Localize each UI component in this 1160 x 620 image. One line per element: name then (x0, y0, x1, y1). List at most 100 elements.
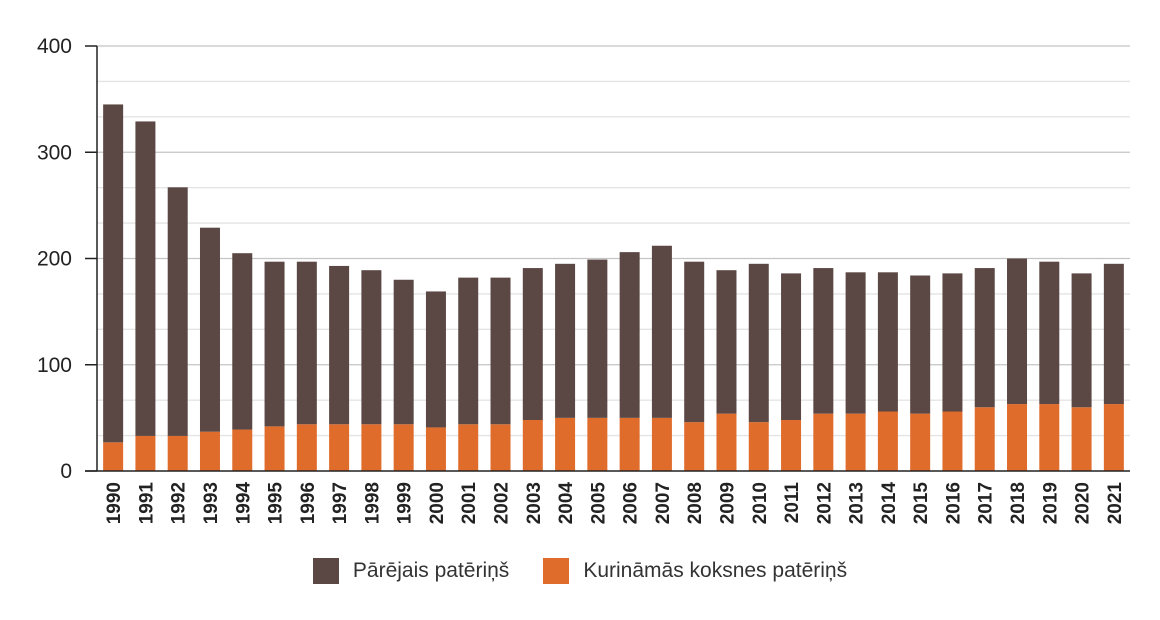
x-tick-label: 1991 (136, 482, 157, 525)
bar-kurinamas-koksnes-2008 (684, 422, 705, 472)
bar-parejais-2006 (619, 252, 640, 418)
bar-parejais-1994 (232, 253, 253, 430)
x-tick-label: 1994 (233, 482, 254, 525)
bar-kurinamas-koksnes-2019 (1039, 404, 1060, 471)
y-axis-ticks: 0 100 200 300 400 (37, 35, 97, 483)
y-tick-label: 400 (37, 35, 72, 58)
x-tick-label: 1996 (298, 482, 319, 524)
bar-parejais-1996 (296, 261, 317, 425)
x-tick-label: 2020 (1073, 482, 1094, 524)
bar-parejais-2013 (845, 272, 866, 414)
y-tick-label: 100 (37, 354, 72, 377)
bar-kurinamas-koksnes-1995 (264, 426, 285, 472)
bar-kurinamas-koksnes-1996 (296, 424, 317, 471)
bar-parejais-2019 (1039, 261, 1060, 405)
bar-parejais-1998 (361, 270, 382, 425)
bar-kurinamas-koksnes-2003 (522, 420, 543, 471)
y-tick-label: 0 (60, 460, 72, 483)
legend-swatch (312, 558, 339, 584)
legend-label: Pārējais patēriņš (352, 559, 510, 582)
x-tick-label: 1990 (104, 482, 125, 524)
bars (103, 104, 1124, 472)
x-tick-label: 2000 (427, 482, 448, 524)
bar-kurinamas-koksnes-2000 (425, 427, 446, 471)
bar-kurinamas-koksnes-2013 (845, 413, 866, 472)
bar-parejais-2003 (522, 268, 543, 420)
x-tick-label: 2013 (847, 482, 868, 524)
x-tick-label: 2017 (976, 482, 997, 524)
bar-parejais-2016 (942, 273, 963, 412)
bar-kurinamas-koksnes-2009 (716, 413, 737, 472)
bar-parejais-2001 (458, 277, 479, 425)
x-tick-label: 2001 (459, 482, 480, 525)
bar-parejais-2015 (910, 275, 931, 414)
bar-parejais-1991 (135, 121, 156, 436)
bar-kurinamas-koksnes-1997 (329, 424, 350, 471)
bar-kurinamas-koksnes-2005 (587, 417, 608, 472)
bar-kurinamas-koksnes-1992 (167, 435, 188, 471)
bar-parejais-1997 (329, 265, 350, 425)
x-tick-label: 2016 (943, 482, 964, 524)
x-tick-label: 1992 (169, 482, 190, 524)
legend-swatch (543, 558, 570, 584)
bar-kurinamas-koksnes-2012 (813, 413, 834, 472)
bar-parejais-2021 (1103, 263, 1124, 405)
x-tick-label: 2011 (782, 482, 803, 524)
legend-item: Kurināmās koksnes patēriņš (543, 558, 847, 584)
bar-parejais-1993 (199, 227, 220, 432)
x-tick-label: 2008 (685, 482, 706, 524)
x-tick-label: 2007 (653, 482, 674, 524)
x-tick-label: 1995 (266, 482, 287, 525)
x-tick-label: 2002 (492, 482, 513, 524)
bar-kurinamas-koksnes-1991 (135, 435, 156, 471)
x-tick-label: 2012 (814, 482, 835, 524)
bar-kurinamas-koksnes-2006 (619, 417, 640, 472)
bar-parejais-2008 (684, 261, 705, 423)
bar-parejais-2017 (974, 268, 995, 408)
x-tick-label: 2019 (1040, 482, 1061, 524)
bar-parejais-2011 (781, 273, 802, 421)
bar-parejais-2020 (1071, 273, 1092, 408)
bar-kurinamas-koksnes-2014 (877, 411, 898, 471)
x-tick-label: 2009 (717, 482, 738, 524)
bar-kurinamas-koksnes-2018 (1007, 404, 1028, 471)
bar-parejais-2018 (1007, 258, 1028, 405)
x-tick-label: 1993 (201, 482, 222, 524)
legend-label: Kurināmās koksnes patēriņš (583, 559, 848, 582)
x-tick-label: 2004 (556, 482, 577, 525)
x-tick-label: 1997 (330, 482, 351, 524)
bar-kurinamas-koksnes-2007 (651, 417, 672, 472)
bar-parejais-1995 (264, 261, 285, 427)
y-tick-label: 200 (37, 248, 72, 271)
bar-kurinamas-koksnes-1999 (393, 424, 414, 471)
x-tick-label: 2015 (911, 482, 932, 525)
bar-kurinamas-koksnes-1994 (232, 429, 253, 471)
x-tick-label: 2010 (750, 482, 771, 524)
bar-parejais-2010 (748, 263, 769, 423)
bar-parejais-2014 (877, 272, 898, 412)
bar-parejais-2002 (490, 277, 511, 425)
bar-kurinamas-koksnes-2011 (781, 420, 802, 471)
bar-kurinamas-koksnes-2001 (458, 424, 479, 471)
bar-kurinamas-koksnes-2010 (748, 422, 769, 472)
legend: Pārējais patēriņš Kurināmās koksnes patēr… (0, 558, 1160, 584)
x-tick-label: 2006 (621, 482, 642, 524)
bar-parejais-2009 (716, 270, 737, 414)
y-tick-label: 300 (37, 141, 72, 164)
x-tick-label: 2018 (1008, 482, 1029, 524)
bar-kurinamas-koksnes-2020 (1071, 407, 1092, 471)
bar-kurinamas-koksnes-2004 (555, 417, 576, 472)
bar-kurinamas-koksnes-1998 (361, 424, 382, 471)
x-tick-label: 1999 (395, 482, 416, 524)
bar-parejais-1990 (103, 104, 124, 443)
x-tick-label: 1998 (362, 482, 383, 524)
bar-kurinamas-koksnes-2017 (974, 407, 995, 471)
bar-parejais-2007 (651, 245, 672, 418)
x-tick-label: 2003 (524, 482, 545, 524)
bar-parejais-1992 (167, 187, 188, 436)
bar-parejais-2004 (555, 263, 576, 418)
bar-parejais-2005 (587, 259, 608, 418)
x-axis-ticks: 1990 1991 1992 1993 1994 1995 1996 1997 1998 1999… (104, 482, 1126, 525)
bar-kurinamas-koksnes-2016 (942, 411, 963, 471)
